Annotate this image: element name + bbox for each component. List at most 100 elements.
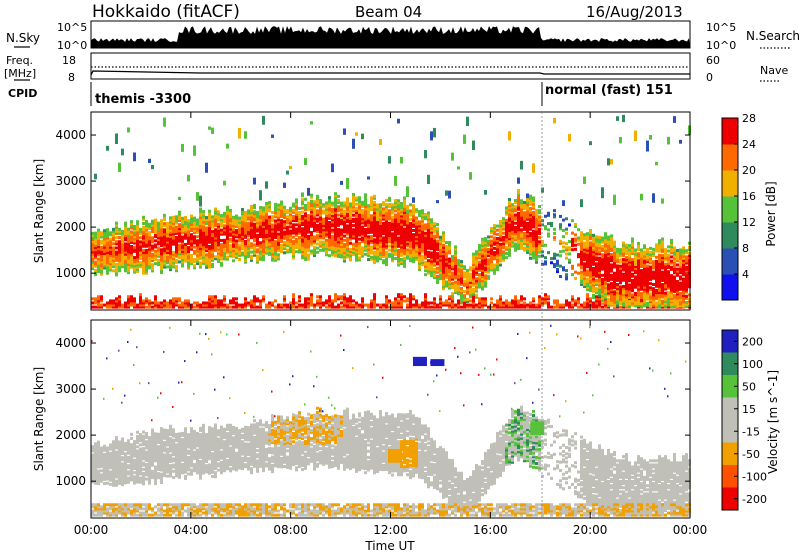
power-cell	[580, 241, 583, 245]
power-cell	[631, 280, 634, 284]
power-cell	[451, 152, 454, 161]
power-cell	[622, 297, 625, 301]
power-cell	[160, 268, 163, 272]
power-cell	[295, 237, 298, 241]
power-cell	[619, 266, 622, 270]
power-cell	[517, 197, 520, 201]
power-cell	[277, 203, 280, 207]
power-cell	[133, 233, 136, 237]
power-cell	[130, 249, 133, 253]
power-cell	[445, 261, 448, 265]
power-cell	[343, 247, 346, 251]
power-cell	[166, 257, 169, 261]
power-cell	[424, 227, 427, 231]
power-cell	[376, 255, 379, 259]
power-cell	[118, 254, 121, 258]
power-cell	[481, 297, 484, 301]
power-cell	[205, 265, 208, 269]
power-cell	[397, 240, 400, 244]
power-cell	[277, 240, 280, 244]
power-cell	[592, 295, 595, 299]
power-cell	[400, 303, 403, 307]
power-cell	[184, 216, 187, 220]
power-cell	[178, 260, 181, 264]
power-cell	[172, 232, 175, 236]
power-cell	[535, 227, 538, 231]
power-cell	[307, 201, 310, 205]
power-cell	[325, 209, 328, 213]
power-cell	[115, 252, 118, 256]
power-cell	[358, 245, 361, 249]
power-cell	[454, 303, 457, 307]
power-cell	[328, 231, 331, 235]
power-cell	[430, 218, 433, 222]
power-cell	[313, 216, 316, 220]
power-cell	[259, 218, 262, 222]
power-cell	[250, 301, 253, 305]
power-cell	[400, 226, 403, 230]
power-cell	[508, 197, 511, 201]
power-cell	[304, 255, 307, 259]
power-cell	[139, 250, 142, 254]
power-cell	[400, 156, 403, 164]
power-cell	[388, 227, 391, 231]
power-cell	[424, 266, 427, 270]
power-cell	[628, 271, 631, 275]
power-cell	[457, 292, 460, 296]
power-cell	[373, 194, 376, 198]
power-cell	[124, 250, 127, 254]
power-cell	[139, 244, 142, 248]
power-cell	[394, 217, 397, 221]
power-cell	[604, 232, 607, 236]
power-cell	[181, 241, 184, 245]
power-cell	[277, 224, 280, 228]
power-cell	[448, 295, 451, 299]
power-cell	[115, 269, 118, 273]
power-cell	[631, 251, 634, 255]
power-cell	[250, 244, 253, 248]
power-cell	[271, 237, 274, 241]
power-cell	[370, 234, 373, 238]
power-cell	[406, 186, 409, 198]
power-cell	[163, 305, 166, 309]
power-cell	[130, 240, 133, 244]
power-cell	[340, 203, 343, 207]
power-cell	[499, 238, 502, 242]
power-cell	[403, 231, 406, 235]
power-cell	[253, 243, 256, 247]
power-cell	[460, 278, 463, 282]
power-cell	[205, 249, 208, 253]
power-cell	[358, 305, 361, 309]
power-cell	[202, 249, 205, 253]
power-cell	[355, 196, 358, 200]
power-cell	[451, 281, 454, 285]
power-cell	[358, 202, 361, 206]
power-cell	[100, 254, 103, 258]
power-cell	[469, 268, 472, 272]
power-cell	[439, 268, 442, 272]
power-cell	[277, 209, 280, 213]
power-cell	[208, 228, 211, 232]
power-cell	[346, 245, 349, 249]
power-cell	[220, 243, 223, 247]
power-cell	[286, 248, 289, 252]
power-cell	[349, 202, 352, 206]
power-cell	[379, 226, 382, 230]
power-cell	[517, 222, 520, 226]
power-cell	[331, 305, 334, 309]
power-cell	[616, 301, 619, 305]
power-cell	[106, 263, 109, 267]
power-cell	[193, 258, 196, 262]
power-cell	[178, 212, 181, 216]
power-cell	[316, 299, 319, 303]
power-cell	[265, 235, 268, 239]
power-cell	[526, 203, 529, 207]
power-cell	[169, 257, 172, 261]
power-cell	[247, 211, 250, 215]
power-cell	[97, 234, 100, 238]
power-cell	[475, 287, 478, 291]
power-cell	[604, 299, 607, 303]
power-cell	[145, 240, 148, 244]
power-cell	[610, 288, 613, 292]
power-cell	[532, 303, 535, 307]
